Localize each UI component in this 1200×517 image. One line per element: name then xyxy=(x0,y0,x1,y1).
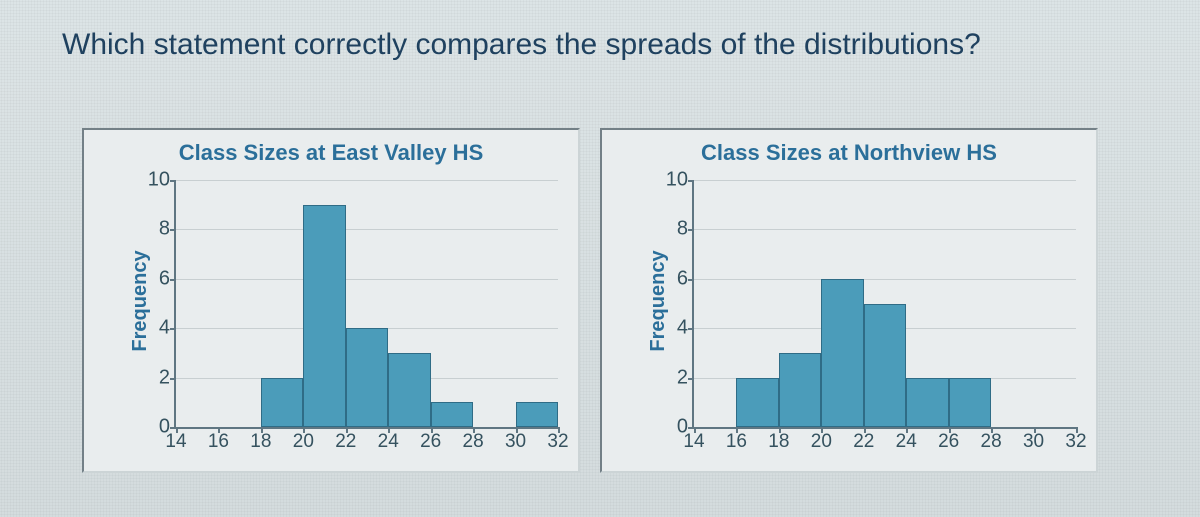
gridline xyxy=(176,279,558,280)
histogram-bar xyxy=(388,353,430,427)
question-text: Which statement correctly compares the s… xyxy=(62,28,981,62)
x-tick-label: 24 xyxy=(896,431,917,453)
histogram-bar xyxy=(821,279,863,427)
gridline xyxy=(694,229,1076,230)
y-axis-label: Frequency xyxy=(129,250,152,351)
gridline xyxy=(694,279,1076,280)
plot-area: 024681014161820222426283032 xyxy=(174,180,558,429)
y-tick-mark xyxy=(170,378,176,380)
histogram-bar xyxy=(736,378,778,427)
x-tick-label: 30 xyxy=(505,431,526,453)
x-tick-label: 22 xyxy=(853,431,874,453)
chart-title: Class Sizes at Northview HS xyxy=(602,140,1096,166)
y-tick-label: 10 xyxy=(666,169,688,192)
y-tick-label: 10 xyxy=(148,169,170,192)
x-tick-label: 20 xyxy=(293,431,314,453)
y-tick-mark xyxy=(688,180,694,182)
y-tick-label: 2 xyxy=(677,366,688,389)
y-tick-mark xyxy=(688,378,694,380)
gridline xyxy=(176,180,558,181)
x-tick-label: 14 xyxy=(165,431,186,453)
x-tick-label: 26 xyxy=(938,431,959,453)
x-tick-label: 18 xyxy=(768,431,789,453)
x-tick-label: 24 xyxy=(378,431,399,453)
x-tick-label: 28 xyxy=(463,431,484,453)
y-tick-mark xyxy=(170,328,176,330)
histogram-bar xyxy=(906,378,948,427)
x-tick-label: 32 xyxy=(547,431,568,453)
histogram-bar xyxy=(949,378,991,427)
histogram-bar xyxy=(864,304,906,428)
x-tick-label: 22 xyxy=(335,431,356,453)
y-tick-label: 4 xyxy=(159,317,170,340)
histogram-bar xyxy=(431,402,473,427)
gridline xyxy=(176,229,558,230)
y-tick-mark xyxy=(170,180,176,182)
x-tick-label: 16 xyxy=(726,431,747,453)
x-tick-label: 18 xyxy=(250,431,271,453)
x-tick-label: 16 xyxy=(208,431,229,453)
histogram-bar xyxy=(346,328,388,427)
y-tick-mark xyxy=(688,328,694,330)
y-tick-label: 4 xyxy=(677,317,688,340)
histogram-bar xyxy=(261,378,303,427)
x-tick-label: 32 xyxy=(1065,431,1086,453)
y-tick-mark xyxy=(170,279,176,281)
histogram-bar xyxy=(303,205,345,427)
histogram-bar xyxy=(516,402,558,427)
y-tick-mark xyxy=(688,279,694,281)
chart-title: Class Sizes at East Valley HS xyxy=(84,140,578,166)
x-tick-label: 20 xyxy=(811,431,832,453)
x-tick-label: 14 xyxy=(683,431,704,453)
plot-area: 024681014161820222426283032 xyxy=(692,180,1076,429)
chart-east-valley: Class Sizes at East Valley HS Frequency … xyxy=(82,128,580,473)
gridline xyxy=(694,180,1076,181)
histogram-bar xyxy=(779,353,821,427)
y-tick-label: 8 xyxy=(677,218,688,241)
y-axis-label: Frequency xyxy=(647,250,670,351)
y-tick-mark xyxy=(688,229,694,231)
charts-row: Class Sizes at East Valley HS Frequency … xyxy=(82,128,1098,473)
y-tick-label: 2 xyxy=(159,366,170,389)
y-tick-label: 6 xyxy=(677,267,688,290)
x-tick-label: 28 xyxy=(981,431,1002,453)
chart-northview: Class Sizes at Northview HS Frequency 02… xyxy=(600,128,1098,473)
y-tick-mark xyxy=(170,229,176,231)
x-tick-label: 26 xyxy=(420,431,441,453)
x-tick-label: 30 xyxy=(1023,431,1044,453)
y-tick-label: 6 xyxy=(159,267,170,290)
y-tick-label: 8 xyxy=(159,218,170,241)
